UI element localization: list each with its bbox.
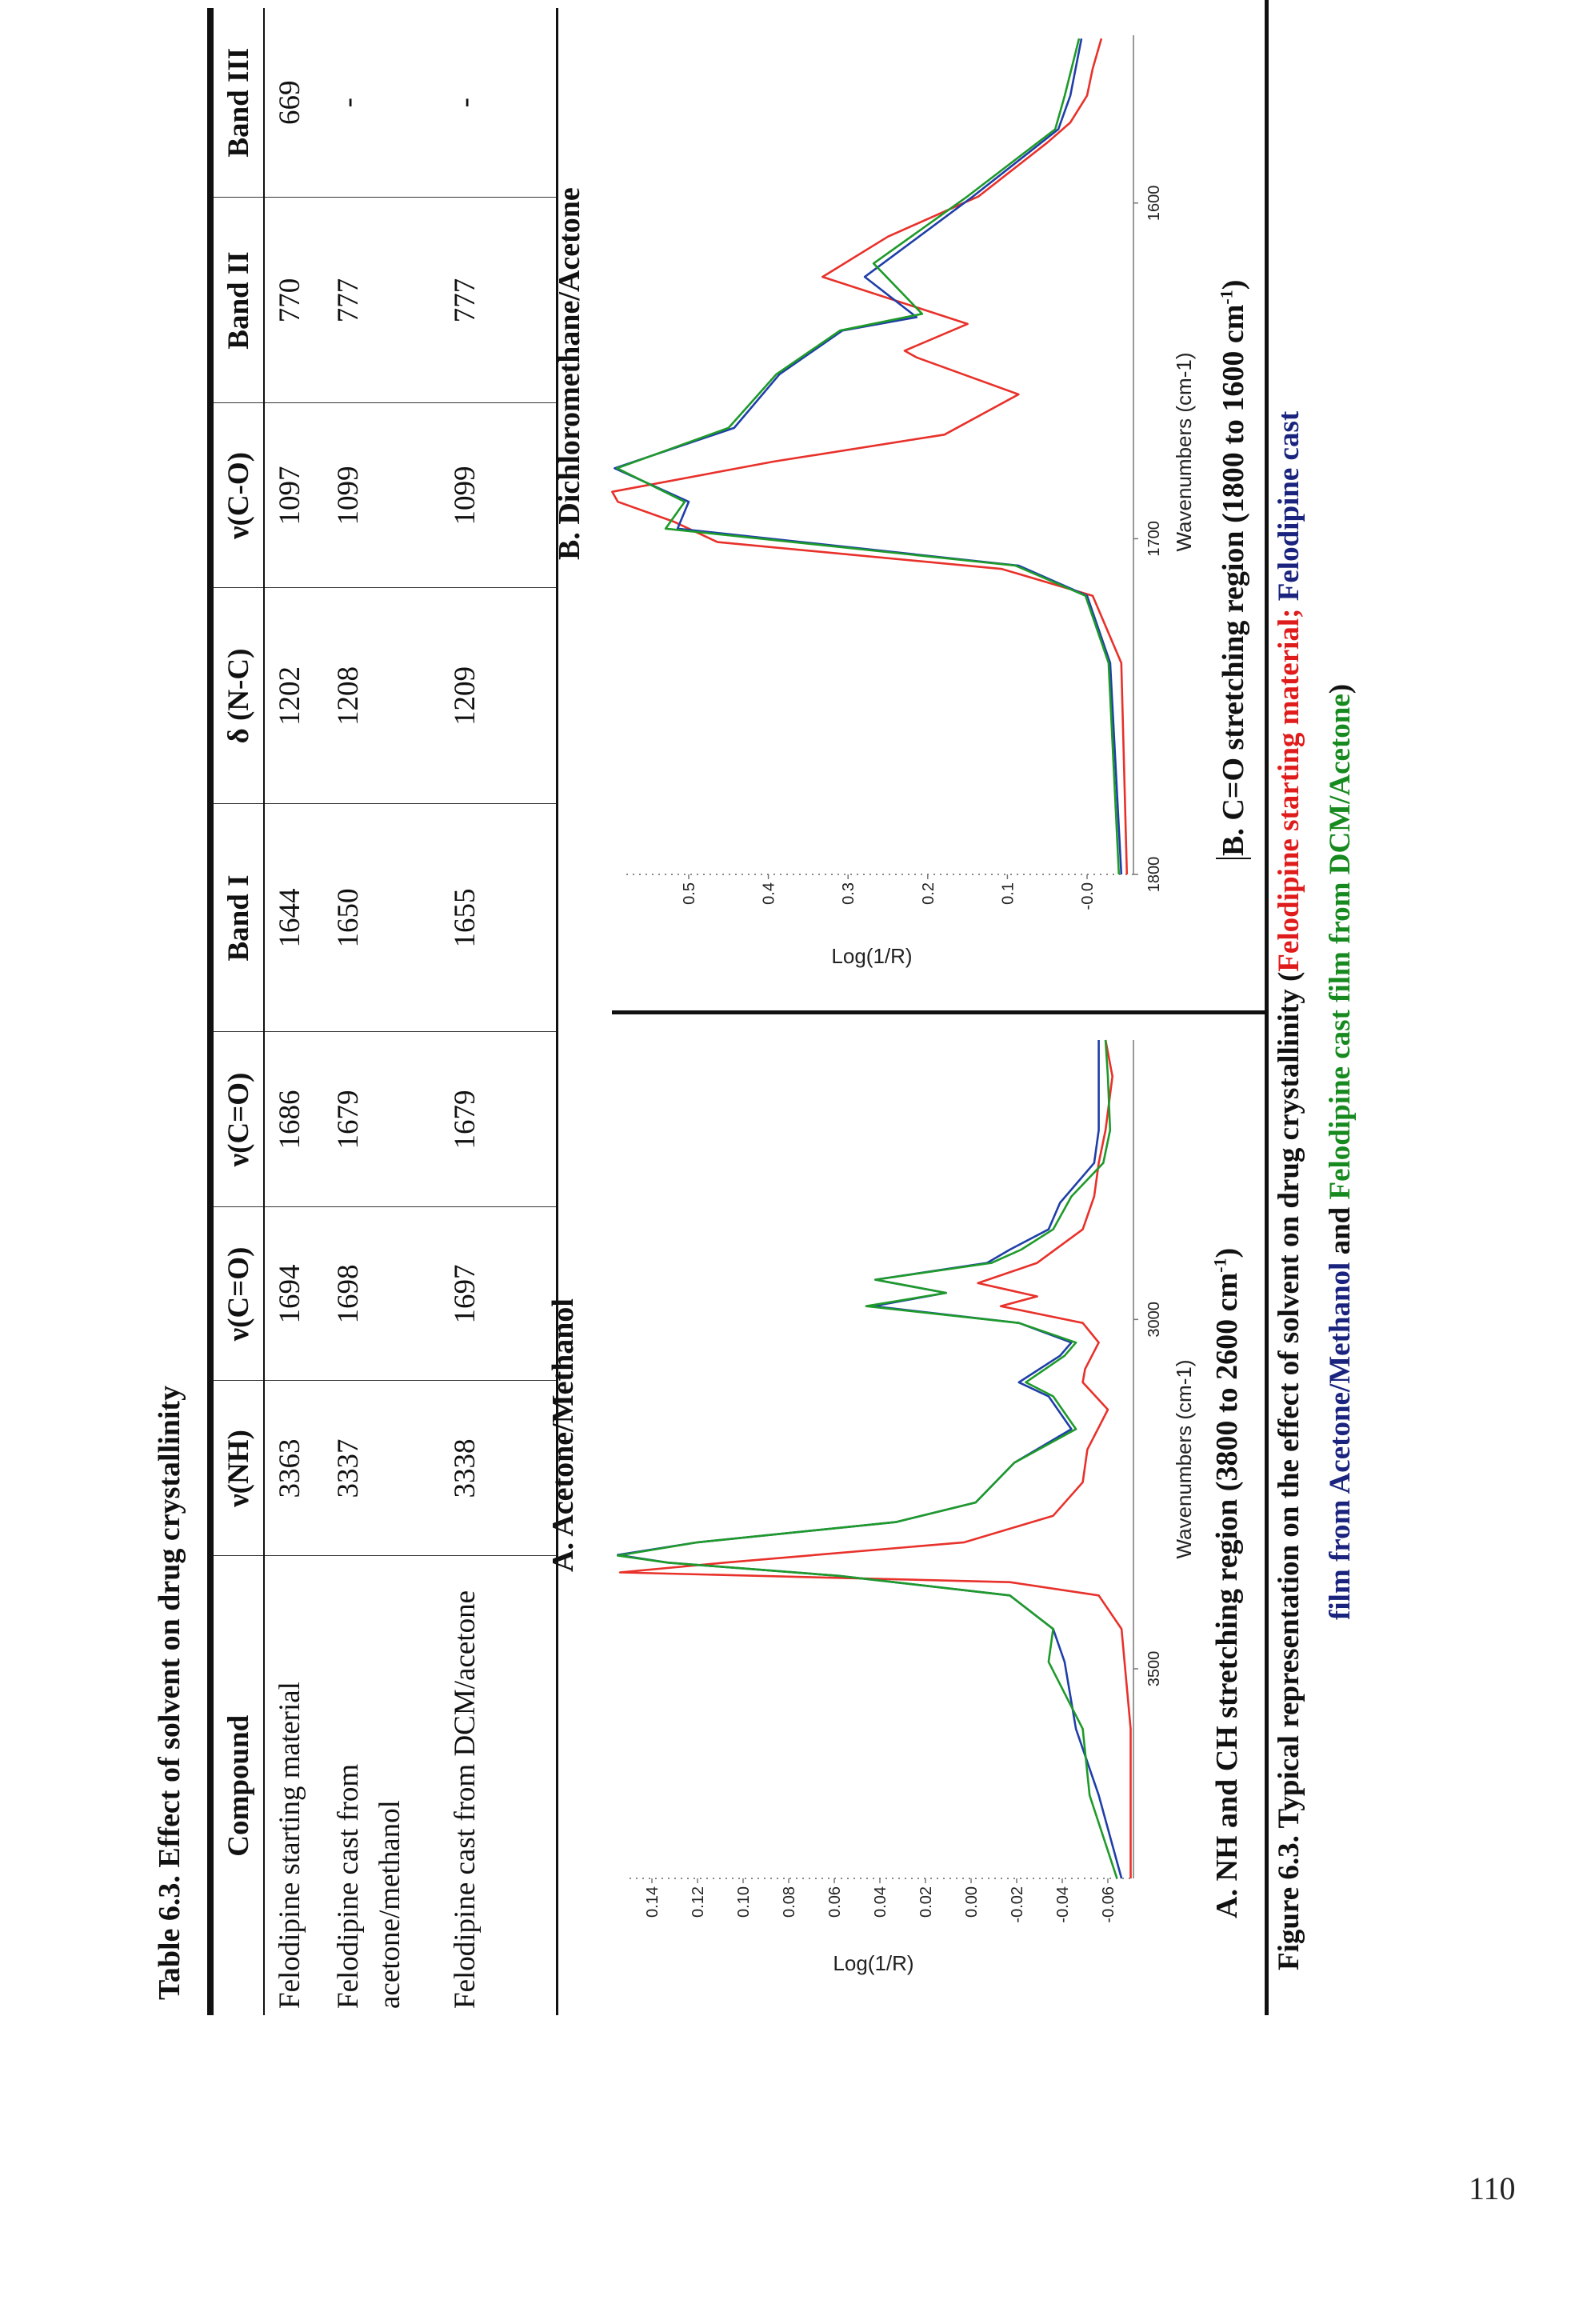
table-row: Felodipine cast from DCM/acetone 3338 1697… [440,8,557,2015]
value-cell: 3337 [323,1381,440,1556]
value-cell: 770 [264,198,323,403]
table-title: Table 6.3. Effect of solvent on drug cry… [153,1385,186,2000]
col-header: ν(C=O) [210,1032,264,1207]
value-cell: 1202 [264,588,323,804]
panel-b-caption-text: B. C=O stretching region (1800 to 1600 c… [1217,304,1250,856]
series-line-red [618,1039,1132,1878]
col-header: ν(C=O) [210,1207,264,1381]
value-cell: 1644 [264,804,323,1032]
x-tick-label: 3000 [1145,1302,1163,1338]
series-line-green [617,1039,1118,1879]
value-cell: 1686 [264,1032,323,1207]
x-tick-label: 1600 [1145,186,1163,222]
x-tick-label: 3500 [1145,1651,1163,1687]
compound-cell: Felodipine cast from acetone/methanol [332,1763,406,2009]
y-tick-label: 0.12 [690,1886,707,1918]
chart-b-co-region: 0.5 0.4 0.3 0.2 0.1 -0.0 1800 1700 1600 Wavenumbe… [611,35,1196,968]
value-cell: 777 [440,198,557,403]
value-cell: 777 [323,198,440,403]
y-tick-label: 0.00 [963,1886,981,1918]
x-tick-label: 1700 [1145,521,1163,557]
value-cell: 669 [264,8,323,198]
panel-b-caption: B. C=O stretching region (1800 to 1600 c… [1216,279,1251,859]
chart-a-nh-ch-region: 0.14 0.12 0.10 0.08 0.06 0.04 0.02 0.00 -0.02 -0.… [617,1039,1196,1975]
y-tick-label: 0.02 [917,1886,935,1918]
superscript: -1 [1216,290,1237,305]
series-line-blue [617,1040,1123,1879]
table-header-row: Compound ν(NH) ν(C=O) ν(C=O) Band I δ (N… [210,8,264,2015]
col-header: Band I [210,804,264,1032]
caption-prefix: Figure 6.3. Typical representation on th… [1273,971,1305,1970]
col-header: ν(NH) [210,1381,264,1556]
value-cell: - [440,8,557,198]
value-cell: 3338 [440,1381,557,1556]
value-cell: 1650 [323,804,440,1032]
caption-suffix: ) [1324,683,1357,694]
y-tick-label: 0.06 [826,1886,844,1918]
col-header: Band II [210,198,264,403]
x-tick-label: 1800 [1145,857,1163,893]
value-cell: 1694 [264,1207,323,1381]
compound-cell: Felodipine starting material [274,1682,306,2009]
y-tick-label: 0.5 [681,882,698,905]
figure-caption-line-2: film from Acetone/Methanol and Felodipin… [1323,684,1357,1620]
table-row: Felodipine cast from acetone/methanol 333… [323,8,440,2015]
caption-close: ) [1210,1247,1244,1258]
table-row: Felodipine starting material 3363 1694 1686… [264,8,323,2015]
value-cell: 1208 [323,588,440,804]
panel-a-caption-text: A. NH and CH stretching region (3800 to … [1210,1272,1244,1918]
caption-blue-series-cont: film from Acetone/Methanol [1324,1262,1357,1620]
value-cell: 1698 [323,1207,440,1381]
col-header: Compound [210,1556,264,2015]
y-tick-label: -0.0 [1079,882,1097,910]
page-number: 110 [1469,2170,1516,2206]
figure-caption-line-1: Figure 6.3. Typical representation on th… [1272,411,1306,1970]
y-tick-label: 0.04 [872,1886,889,1918]
y-tick-label: 0.14 [644,1886,662,1918]
y-tick-label: -0.04 [1054,1886,1072,1923]
value-cell: 1679 [323,1032,440,1207]
series-line-green [616,38,1121,875]
superscript: -1 [1209,1258,1230,1273]
col-header: δ (N-C) [210,588,264,804]
y-axis-label: Log(1/R) [833,1951,913,1975]
panel-a-caption: A. NH and CH stretching region (3800 to … [1209,1248,1245,1918]
y-tick-label: 0.2 [920,882,937,905]
y-tick-label: -0.02 [1009,1886,1026,1923]
crystallinity-table: Compound ν(NH) ν(C=O) ν(C=O) Band I δ (N… [207,8,558,2015]
value-cell: 1209 [440,588,557,804]
y-tick-label: 0.3 [840,882,857,905]
caption-and: and [1324,1206,1357,1255]
value-cell: 1679 [440,1032,557,1207]
panel-a-title: A. Acetone/Methanol [546,1298,580,1572]
caption-close: ) [1217,279,1250,290]
y-tick-label: 0.1 [999,882,1017,905]
y-tick-label: 0.4 [761,882,778,905]
divider-horizontal [1265,0,1269,2015]
caption-blue-series: Felodipine cast [1273,410,1305,602]
y-tick-label: 0.08 [781,1886,798,1918]
caption-red-series: Felodipine starting material; [1273,608,1305,972]
value-cell: 1099 [323,403,440,588]
series-line-blue [614,38,1123,875]
col-header: Band III [210,8,264,198]
x-axis-label: Wavenumbers (cm-1) [1172,1360,1196,1559]
value-cell: 1097 [264,403,323,588]
value-cell: - [323,8,440,198]
value-cell: 3363 [264,1381,323,1556]
col-header: ν(C-O) [210,403,264,588]
panel-b-title: B. Dichloromethane/Acetone [553,187,586,560]
y-tick-label: 0.10 [735,1886,753,1918]
value-cell: 1697 [440,1207,557,1381]
compound-cell: Felodipine cast from DCM/acetone [440,1556,557,2015]
series-line-red [611,38,1129,875]
caption-green-series: Felodipine cast film from DCM/Acetone [1324,694,1357,1200]
x-axis-label: Wavenumbers (cm-1) [1172,353,1196,552]
y-axis-label: Log(1/R) [831,944,912,968]
value-cell: 1099 [440,403,557,588]
value-cell: 1655 [440,804,557,1032]
y-tick-label: -0.06 [1100,1886,1117,1923]
